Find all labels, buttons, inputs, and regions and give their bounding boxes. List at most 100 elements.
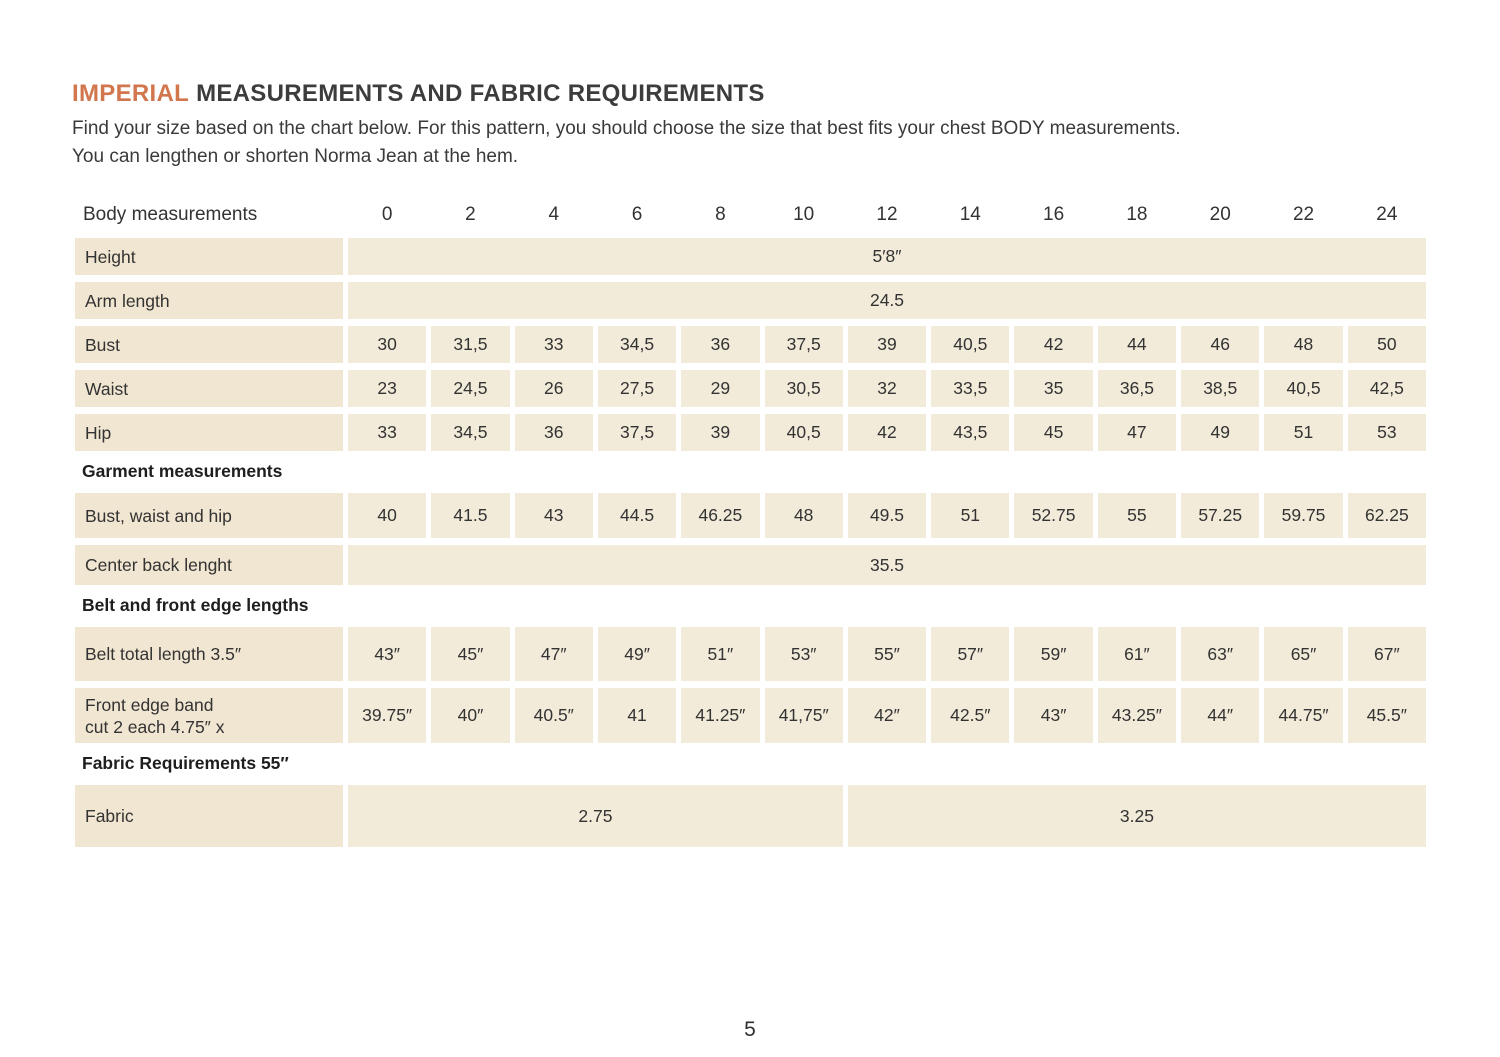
value-cell-bust: 44 bbox=[1097, 326, 1177, 363]
value-cell-hip: 37,5 bbox=[597, 414, 677, 451]
value-cell-front-edge-band: 44″ bbox=[1181, 688, 1260, 743]
value-cell-front-edge-band: 41 bbox=[597, 688, 677, 743]
column-header-body-measurements: Body measurements bbox=[83, 204, 258, 225]
value-cell-bust: 39 bbox=[847, 326, 927, 363]
column-header-size-6: 6 bbox=[631, 204, 643, 225]
row-label-front-edge-band: Front edge band cut 2 each 4.75″ x bbox=[75, 688, 343, 743]
value-cell-front-edge-band: 41.25″ bbox=[681, 688, 760, 743]
value-cell-fabric: 3.25 bbox=[847, 785, 1426, 847]
column-header-size-24: 24 bbox=[1376, 204, 1398, 225]
value-cell-bust: 42 bbox=[1014, 326, 1093, 363]
row-label-hip: Hip bbox=[75, 414, 343, 451]
value-cell-bust: 36 bbox=[681, 326, 760, 363]
row-label-line: Arm length bbox=[85, 290, 170, 311]
row-label-line: Bust bbox=[85, 334, 121, 355]
table-row-waist: Waist 23 24,5 26 27,5 29 30,5 32 33,5 35 36,5 38,5 4… bbox=[75, 370, 1426, 407]
table-row-front-edge-band: Front edge band cut 2 each 4.75″ x 39.75″ 4… bbox=[75, 688, 1426, 743]
column-header-size-0: 0 bbox=[381, 204, 393, 225]
value-cell-hip: 42 bbox=[847, 414, 927, 451]
section-header-fabric-requirements: Fabric Requirements 55″ bbox=[82, 752, 289, 773]
value-cell-front-edge-band: 43″ bbox=[1014, 688, 1093, 743]
value-cell-front-edge-band: 41,75″ bbox=[764, 688, 843, 743]
value-cell-waist: 24,5 bbox=[431, 370, 510, 407]
value-cell-belt-total-length: 51″ bbox=[681, 627, 760, 681]
value-cell-front-edge-band: 39.75″ bbox=[348, 688, 427, 743]
table-row-bust-waist-hip: Bust, waist and hip 40 41.5 43 44.5 46.25 48 49… bbox=[75, 493, 1426, 538]
value-cell-bust: 30 bbox=[348, 326, 427, 363]
value-cell-bust: 46 bbox=[1181, 326, 1260, 363]
table-row-hip: Hip 33 34,5 36 37,5 39 40,5 42 43,5 45 47 49 51 53 bbox=[75, 414, 1426, 451]
value-cell-hip: 53 bbox=[1347, 414, 1426, 451]
value-cell-bust-waist-hip: 57.25 bbox=[1181, 493, 1260, 538]
column-header-size-8: 8 bbox=[715, 204, 726, 225]
page-title-rest: MEASUREMENTS AND FABRIC REQUIREMENTS bbox=[196, 80, 765, 107]
table-row-arm-length: Arm length 24.5 bbox=[75, 282, 1426, 319]
value-cell-waist: 32 bbox=[847, 370, 927, 407]
table-row-fabric: Fabric 2.75 3.25 bbox=[75, 785, 1426, 847]
value-cell-belt-total-length: 49″ bbox=[597, 627, 677, 681]
value-cell-waist: 26 bbox=[514, 370, 593, 407]
value-cell-bust: 31,5 bbox=[431, 326, 510, 363]
table-row-bust: Bust 30 31,5 33 34,5 36 37,5 39 40,5 42 44 46 48 50 bbox=[75, 326, 1426, 363]
column-header-size-12: 12 bbox=[876, 204, 898, 225]
row-label-line: Fabric bbox=[85, 806, 134, 826]
value-cell-belt-total-length: 47″ bbox=[514, 627, 593, 681]
value-cell-bust-waist-hip: 62.25 bbox=[1347, 493, 1426, 538]
row-label-line: Bust, waist and hip bbox=[85, 505, 232, 526]
value-cell-front-edge-band: 42.5″ bbox=[931, 688, 1010, 743]
value-cell-bust-waist-hip: 55 bbox=[1097, 493, 1177, 538]
value-cell-front-edge-band: 40.5″ bbox=[514, 688, 593, 743]
value-cell-front-edge-band: 42″ bbox=[847, 688, 927, 743]
section-header-belt-front-edge-lengths: Belt and front edge lengths bbox=[82, 594, 309, 615]
value-cell-front-edge-band: 44.75″ bbox=[1264, 688, 1343, 743]
row-label-bust: Bust bbox=[75, 326, 343, 363]
value-cell-hip: 51 bbox=[1264, 414, 1343, 451]
row-label-line: cut 2 each 4.75″ x bbox=[85, 716, 225, 737]
value-cell-belt-total-length: 53″ bbox=[764, 627, 843, 681]
value-cell-waist: 29 bbox=[681, 370, 760, 407]
value-cell-belt-total-length: 43″ bbox=[348, 627, 427, 681]
row-label-height: Height bbox=[75, 238, 343, 275]
value-cell-belt-total-length: 63″ bbox=[1181, 627, 1260, 681]
table-row-height: Height 5′8″ bbox=[75, 238, 1426, 275]
intro-line-2: You can lengthen or shorten Norma Jean a… bbox=[72, 145, 519, 167]
row-label-waist: Waist bbox=[75, 370, 343, 407]
row-label-belt-total-length: Belt total length 3.5″ bbox=[75, 627, 343, 681]
value-cell-bust: 40,5 bbox=[931, 326, 1010, 363]
value-cell-bust-waist-hip: 41.5 bbox=[431, 493, 510, 538]
value-cell-belt-total-length: 65″ bbox=[1264, 627, 1343, 681]
column-header-size-10: 10 bbox=[793, 204, 815, 225]
value-cell-bust-waist-hip: 51 bbox=[931, 493, 1010, 538]
value-cell-hip: 33 bbox=[348, 414, 427, 451]
row-label-line: Hip bbox=[85, 422, 112, 443]
value-cell-waist: 38,5 bbox=[1181, 370, 1260, 407]
value-cell-belt-total-length: 45″ bbox=[431, 627, 510, 681]
value-cell-waist: 33,5 bbox=[931, 370, 1010, 407]
table-row-center-back-length: Center back lenght 35.5 bbox=[75, 545, 1426, 585]
header-block: IMPERIAL MEASUREMENTS AND FABRIC REQUIREM… bbox=[72, 80, 1432, 170]
row-label-line: Height bbox=[85, 246, 136, 267]
value-cell-waist: 27,5 bbox=[597, 370, 677, 407]
value-cell-waist: 40,5 bbox=[1264, 370, 1343, 407]
value-cell-belt-total-length: 61″ bbox=[1097, 627, 1177, 681]
value-cell-belt-total-length: 67″ bbox=[1347, 627, 1426, 681]
value-cell-belt-total-length: 57″ bbox=[931, 627, 1010, 681]
row-label-bust-waist-hip: Bust, waist and hip bbox=[75, 493, 343, 538]
value-cell-bust: 37,5 bbox=[764, 326, 843, 363]
column-header-size-18: 18 bbox=[1126, 204, 1148, 225]
page-title: IMPERIAL MEASUREMENTS AND FABRIC REQUIREM… bbox=[72, 80, 1432, 108]
value-cell-bust-waist-hip: 40 bbox=[348, 493, 427, 538]
value-cell-hip: 39 bbox=[681, 414, 760, 451]
value-cell-hip: 43,5 bbox=[931, 414, 1010, 451]
value-cell-bust-waist-hip: 49.5 bbox=[847, 493, 927, 538]
value-cell-bust: 34,5 bbox=[597, 326, 677, 363]
row-label-center-back-length: Center back lenght bbox=[75, 545, 343, 585]
table-row-belt-total-length: Belt total length 3.5″ 43″ 45″ 47″ 49″ 51″ 53″… bbox=[75, 627, 1426, 681]
row-label-line: Front edge band bbox=[85, 694, 214, 715]
value-cell-hip: 49 bbox=[1181, 414, 1260, 451]
table-header-row: Body measurements 0 2 4 6 8 10 12 14 16 18 20 22 24 bbox=[75, 200, 1426, 230]
size-table: Body measurements 0 2 4 6 8 10 12 14 16 18 20 22 24 He… bbox=[75, 200, 1426, 854]
column-header-size-22: 22 bbox=[1292, 204, 1315, 225]
value-cell-arm-length: 24.5 bbox=[348, 282, 1426, 319]
